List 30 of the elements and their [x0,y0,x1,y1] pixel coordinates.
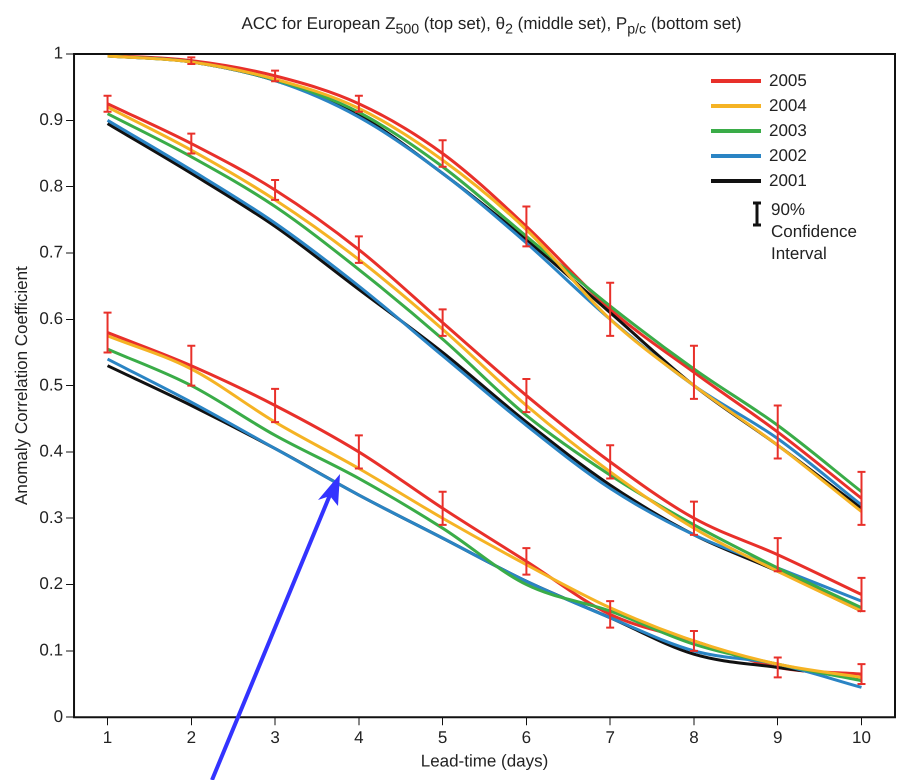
x-tick-label: 9 [772,728,782,748]
y-tick-label: 0.7 [39,242,64,262]
legend-label: 2005 [769,70,807,92]
y-tick-label: 0.4 [39,442,64,461]
y-tick-label: 0.8 [39,176,64,196]
x-tick-label: 1 [102,728,112,748]
y-tick-label: 0.1 [39,640,64,660]
y-tick-label: 0 [54,706,64,726]
y-axis-title: Anomaly Correlation Coefficient [12,266,31,505]
x-tick-label: 7 [605,728,615,748]
x-tick-label: 4 [354,728,364,748]
y-tick-label: 0.3 [39,508,64,527]
y-tick-label: 1 [54,44,64,63]
x-tick-label: 3 [270,728,280,748]
legend-label: 2004 [769,95,807,117]
y-tick-label: 0.5 [39,375,64,394]
x-tick-label: 10 [852,728,871,748]
y-tick-label: 0.2 [39,574,64,594]
y-tick-label: 0.6 [39,308,64,328]
x-tick-label: 8 [689,728,699,748]
y-tick-label: 0.9 [39,110,64,130]
legend-label: 2001 [769,170,807,192]
x-tick-label: 6 [522,728,532,748]
x-tick-label: 5 [438,728,448,748]
x-axis-title: Lead-time (days) [420,751,548,770]
annotation: 90% Confidence Interval [771,199,858,265]
legend-label: 2002 [769,145,807,167]
legend-label: 2003 [769,120,807,142]
chart-title: ACC for European Z$_{500}$ (top set), θ$_{2}$ (middle set), P$_{p/c}$ (bottom set) [240,14,743,38]
x-tick-label: 2 [186,728,196,748]
